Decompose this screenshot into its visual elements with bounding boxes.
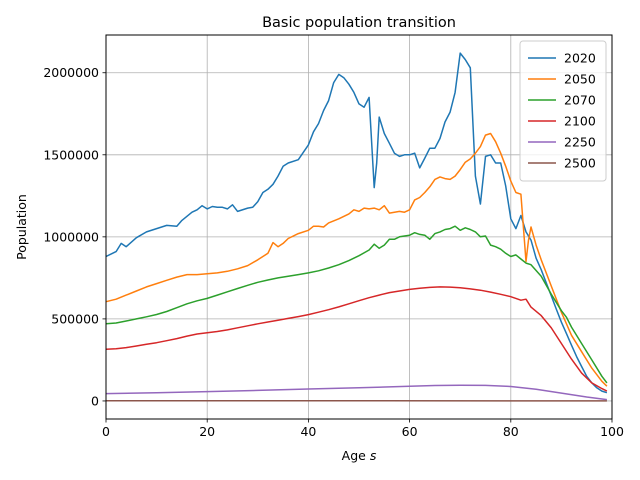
y-tick-label: 1500000 bbox=[43, 147, 99, 162]
legend-label: 2500 bbox=[564, 156, 596, 171]
legend-label: 2100 bbox=[564, 114, 596, 129]
y-axis-label: Population bbox=[14, 194, 29, 260]
chart-title: Basic population transition bbox=[262, 15, 456, 31]
series-line-2020 bbox=[105, 52, 608, 394]
y-tick-label: 0 bbox=[91, 393, 99, 408]
y-axis: 0 500000 1000000 1500000 2000000 bbox=[43, 65, 106, 408]
y-tick-label: 2000000 bbox=[43, 65, 99, 80]
legend-label: 2250 bbox=[564, 135, 596, 150]
x-tick-label: 0 bbox=[102, 424, 110, 439]
x-tick-label: 80 bbox=[503, 424, 519, 439]
x-axis: 0 20 40 60 80 100 bbox=[102, 419, 624, 439]
x-axis-label-variable: s bbox=[370, 448, 377, 463]
series-line-2050 bbox=[105, 132, 608, 387]
x-tick-label: 20 bbox=[199, 424, 215, 439]
legend-label: 2050 bbox=[564, 72, 596, 87]
y-tick-label: 500000 bbox=[51, 311, 99, 326]
series-group bbox=[105, 52, 608, 402]
plot-frame bbox=[105, 34, 613, 420]
legend-box bbox=[519, 40, 607, 182]
x-tick-label: 60 bbox=[402, 424, 418, 439]
x-axis-label: Age s bbox=[342, 448, 377, 463]
series-line-2070 bbox=[105, 225, 608, 384]
y-tick-label: 1000000 bbox=[43, 229, 99, 244]
x-tick-label: 100 bbox=[600, 424, 624, 439]
x-tick-label: 40 bbox=[300, 424, 316, 439]
series-line-2250 bbox=[105, 384, 607, 401]
legend: 2020 2050 2070 2100 2250 2500 bbox=[519, 40, 607, 182]
legend-label: 2020 bbox=[564, 51, 596, 66]
series-line-2100 bbox=[105, 286, 608, 392]
legend-label: 2070 bbox=[564, 93, 596, 108]
x-axis-label-text: Age bbox=[342, 448, 370, 463]
